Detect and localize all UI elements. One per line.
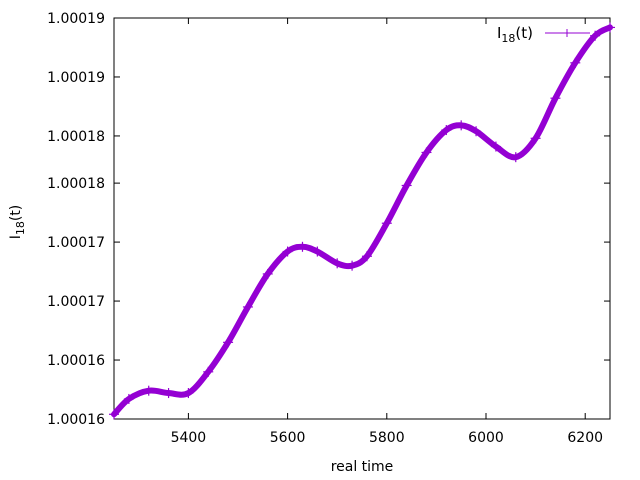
data-point: [312, 246, 323, 257]
y-axis-label: I18(t): [8, 205, 27, 240]
data-point: [361, 251, 372, 262]
data-point: [381, 218, 392, 229]
data-point: [490, 141, 501, 152]
legend: I18(t): [497, 24, 590, 45]
x-tick-label: 5600: [270, 430, 306, 446]
data-point: [471, 126, 482, 137]
x-tick-label: 6000: [468, 430, 504, 446]
data-point: [163, 388, 174, 399]
data-point: [109, 409, 119, 420]
data-point: [605, 22, 615, 33]
data-point: [123, 393, 134, 404]
data-point: [530, 133, 541, 144]
data-point: [143, 385, 154, 396]
legend-label-base: I: [497, 24, 501, 42]
legend-label-suffix: (t): [515, 24, 533, 42]
data-point: [456, 120, 467, 131]
data-point: [570, 57, 581, 68]
y-tick-label: 1.00017: [47, 235, 105, 251]
y-tick-label: 1.00017: [47, 294, 105, 310]
data-point: [262, 268, 273, 279]
data-point: [297, 241, 308, 252]
data-point: [590, 30, 601, 41]
legend-label: I18(t): [497, 24, 533, 45]
data-point: [421, 147, 432, 158]
data-point: [401, 180, 412, 191]
y-tick-label: 1.00019: [47, 11, 105, 27]
x-tick-label: 5400: [171, 430, 207, 446]
data-point: [332, 258, 343, 269]
series-layer: [109, 22, 615, 420]
y-tick-label: 1.00016: [47, 353, 105, 369]
data-point: [347, 260, 358, 271]
data-point: [282, 246, 293, 257]
series-line: [111, 24, 613, 418]
plot-frame: [113, 17, 611, 420]
data-point: [550, 93, 561, 104]
y-tick-label: 1.00016: [47, 412, 105, 428]
y-tick-label: 1.00019: [47, 70, 105, 86]
data-point: [441, 125, 452, 136]
x-axis-label: real time: [331, 459, 394, 475]
data-point: [183, 388, 194, 399]
y-tick-label: 1.00018: [47, 129, 105, 145]
y-axis: 1.00016 1.00016 1.00017 1.00017 1.00018 1.000…: [47, 11, 610, 428]
y-axis-label-base: I: [8, 235, 24, 239]
x-tick-label: 6200: [567, 430, 603, 446]
data-point: [223, 337, 234, 348]
y-axis-label-suffix: (t): [8, 205, 24, 221]
data-point: [203, 366, 214, 377]
data-point: [242, 301, 253, 312]
y-axis-label-sub: 18: [14, 221, 27, 235]
x-tick-label: 5800: [369, 430, 405, 446]
y-tick-label: 1.00018: [47, 176, 105, 192]
data-point: [510, 152, 521, 163]
x-axis: 5400 5600 5800 6000 6200: [171, 18, 603, 446]
legend-label-sub: 18: [501, 32, 515, 45]
